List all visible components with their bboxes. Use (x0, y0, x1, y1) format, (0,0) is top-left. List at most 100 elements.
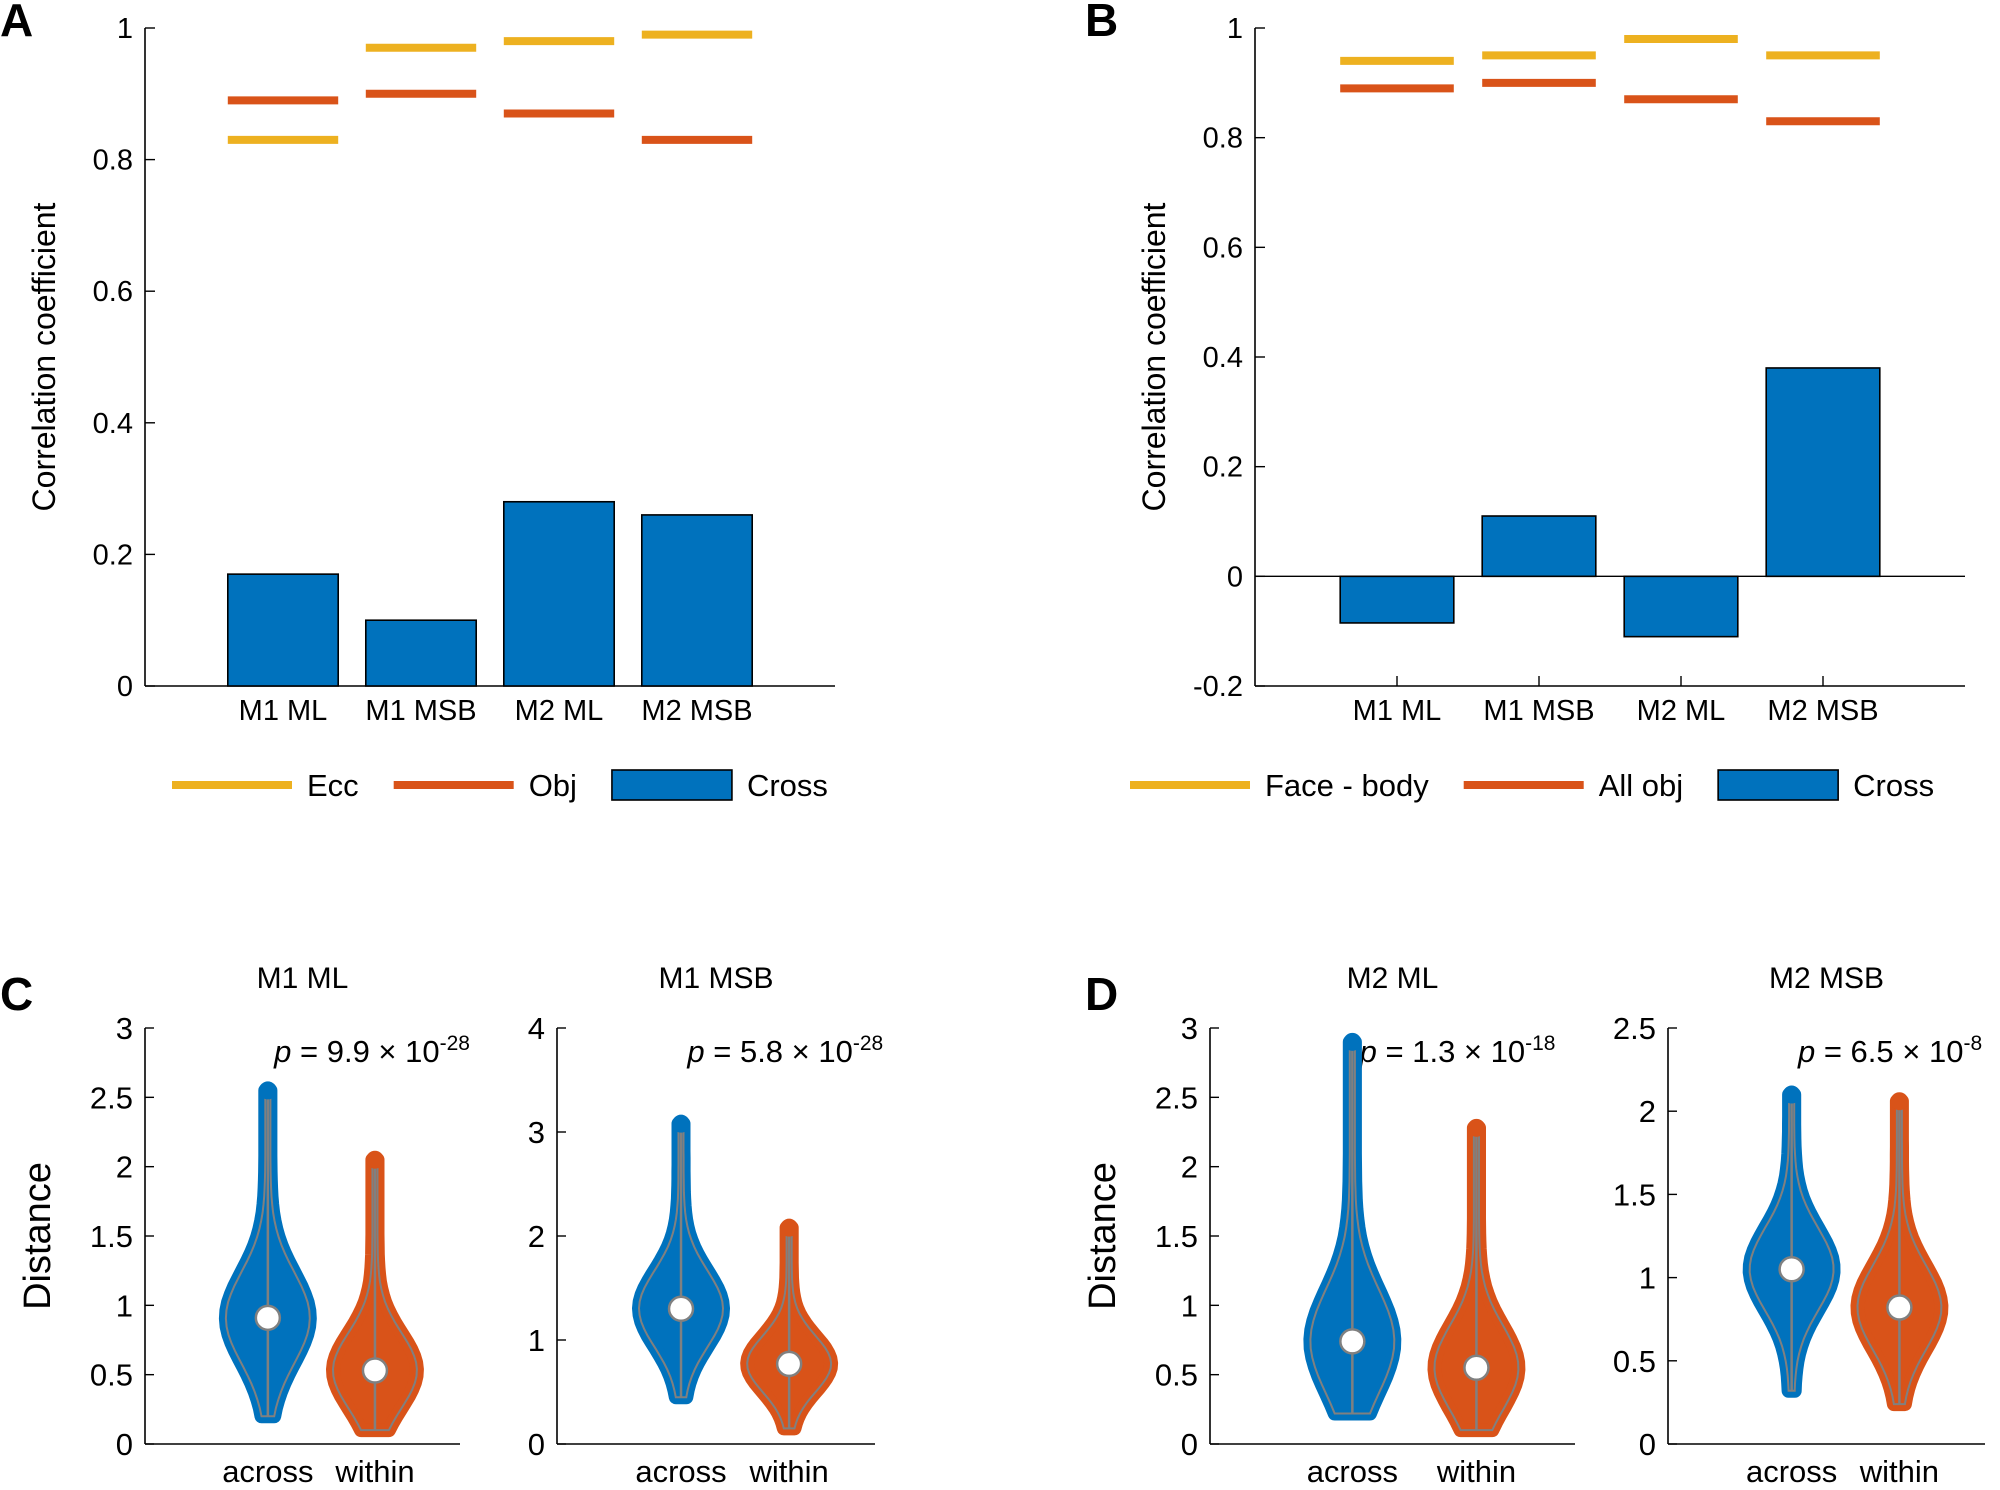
p-value: p = 9.9 × 10-28 (273, 1032, 470, 1069)
violin-panel-4: 0 0.5 1 1.5 2 2.5 3 Distance across within M2 ML p … (1082, 962, 1575, 1489)
p-value: p = 6.5 × 10-8 (1797, 1032, 1982, 1069)
panel-label-b: B (1085, 0, 1118, 46)
y-tick-label: 0.2 (93, 539, 133, 571)
y-tick-label: 0.2 (1203, 452, 1243, 484)
legend-swatch (1717, 769, 1839, 801)
x-tick-label: M1 ML (1353, 695, 1442, 727)
subplot-title: M1 ML (257, 962, 349, 995)
subplot-title: M2 ML (1347, 962, 1439, 995)
legend-swatch (611, 769, 733, 801)
y-tick-label: 1 (528, 1323, 545, 1358)
y-tick-label: 1.5 (1613, 1177, 1656, 1212)
p-exponent: -28 (440, 1032, 470, 1055)
violin-across (1303, 1032, 1402, 1421)
median-marker (361, 1357, 389, 1384)
median-marker (1463, 1354, 1490, 1381)
p-symbol: p (686, 1034, 704, 1069)
subplot-title: M2 MSB (1769, 962, 1884, 995)
y-tick-label: 0 (117, 671, 133, 703)
y-tick-label: 3 (528, 1115, 545, 1150)
y-tick-label: 1 (1639, 1261, 1656, 1296)
violin-within (740, 1218, 839, 1436)
legend-label: Cross (747, 768, 828, 803)
y-tick-label: -0.2 (1193, 671, 1243, 703)
x-tick-label: M2 MSB (1767, 695, 1878, 727)
y-tick-label: 0.4 (93, 408, 133, 440)
outlier-point (365, 1150, 384, 1169)
violin-panel-2: 0 0.5 1 1.5 2 2.5 3 Distance across within M1 ML p … (17, 962, 470, 1489)
x-tick-label: M1 MSB (365, 695, 476, 727)
p-value-text: = 1.3 × 10 (1377, 1034, 1525, 1069)
y-tick-label: 0 (1639, 1427, 1656, 1462)
x-tick-label: across (1307, 1454, 1398, 1489)
outlier-point (672, 1114, 691, 1133)
p-symbol: p (273, 1034, 291, 1069)
legend-label: Ecc (307, 768, 359, 803)
x-tick-label: across (1746, 1454, 1837, 1489)
x-tick-label: M1 ML (239, 695, 328, 727)
y-tick-label: 0.5 (1155, 1358, 1198, 1393)
y-tick-label: 0.5 (1613, 1344, 1656, 1379)
y-tick-label: 1.5 (1155, 1219, 1198, 1254)
y-tick-label: 1 (1181, 1288, 1198, 1323)
x-tick-label: within (1859, 1454, 1939, 1489)
y-tick-label: 4 (528, 1011, 545, 1046)
y-tick-label: 1 (116, 1288, 133, 1323)
y-tick-label: 0.8 (1203, 123, 1243, 155)
y-tick-label: 3 (116, 1011, 133, 1046)
x-tick-label: within (749, 1454, 829, 1489)
bar (1765, 367, 1881, 578)
violin-within (326, 1150, 424, 1438)
x-tick-label: within (1436, 1454, 1516, 1489)
y-tick-label: 0.5 (90, 1358, 133, 1393)
median-marker (775, 1350, 803, 1378)
y-tick-label: 1 (117, 13, 133, 45)
outlier-point (258, 1081, 277, 1100)
violin-within (1850, 1092, 1949, 1412)
y-axis-title: Distance (1082, 1162, 1124, 1310)
y-tick-label: 0.6 (1203, 232, 1243, 264)
x-tick-label: M2 ML (515, 695, 604, 727)
y-tick-label: 0 (116, 1427, 133, 1462)
legend: Ecc Obj Cross (172, 768, 828, 803)
x-tick-label: M1 MSB (1483, 695, 1594, 727)
y-tick-label: 2 (116, 1150, 133, 1185)
bar-panel-b: -0.2 0 0.2 0.4 0.6 0.8 1 Correlation coefficien… (1130, 13, 1965, 803)
bar-panel-a: 0 0.2 0.4 0.6 0.8 1 Correlation coefficient M1 … (26, 13, 835, 803)
y-tick-label: 2.5 (90, 1080, 133, 1115)
p-exponent: -28 (853, 1032, 883, 1055)
violin-across (1742, 1085, 1841, 1398)
p-value-text: = 6.5 × 10 (1815, 1034, 1963, 1069)
bar (227, 573, 340, 687)
p-value: p = 1.3 × 10-18 (1359, 1032, 1556, 1069)
y-tick-label: 0 (1227, 561, 1243, 593)
y-tick-label: 3 (1181, 1011, 1198, 1046)
p-symbol: p (1359, 1034, 1377, 1069)
y-tick-label: 2 (1181, 1150, 1198, 1185)
legend: Face - body All obj Cross (1130, 768, 1934, 803)
y-tick-label: 1 (1227, 13, 1243, 45)
x-tick-label: across (222, 1454, 313, 1489)
violin-panel-3: 0 1 2 3 4 across within M1 MSB p = 5.8 × 10-28 (528, 962, 883, 1489)
violin-across (218, 1081, 317, 1424)
y-tick-label: 2 (1639, 1094, 1656, 1129)
y-tick-label: 2 (528, 1219, 545, 1254)
y-axis-title: Distance (17, 1162, 59, 1310)
p-exponent: -18 (1525, 1032, 1555, 1055)
p-value-text: = 9.9 × 10 (291, 1034, 439, 1069)
x-tick-label: M2 MSB (641, 695, 752, 727)
violin-across (632, 1114, 730, 1405)
bar (1481, 515, 1597, 578)
panel-label-d: D (1085, 968, 1118, 1020)
bar (1339, 575, 1455, 624)
y-tick-label: 2.5 (1155, 1080, 1198, 1115)
x-tick-label: within (334, 1454, 414, 1489)
y-tick-label: 0.8 (93, 145, 133, 177)
legend-label: Face - body (1265, 768, 1429, 803)
outlier-point (1467, 1118, 1486, 1137)
median-marker (667, 1295, 695, 1323)
bar (640, 514, 753, 687)
panel-label-c: C (0, 968, 33, 1020)
bar (502, 500, 615, 687)
